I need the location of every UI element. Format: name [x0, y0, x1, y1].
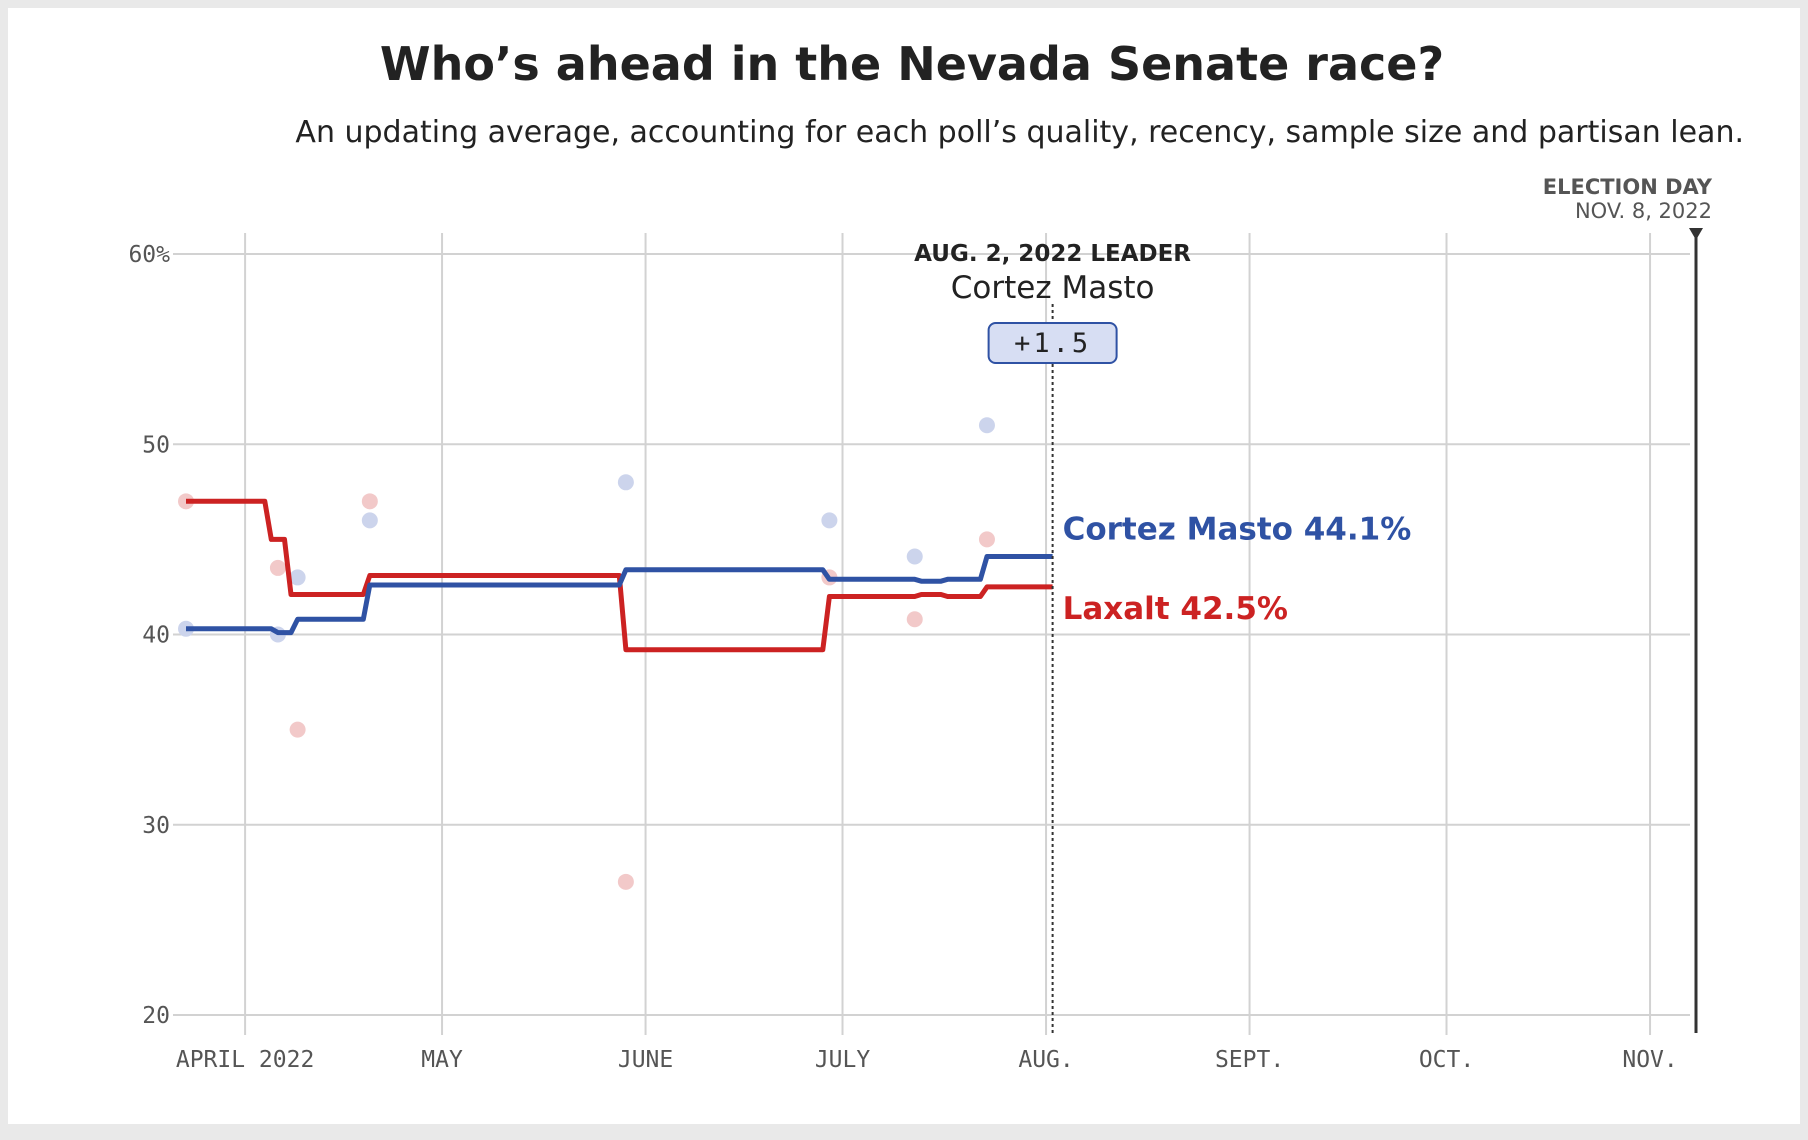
leader-margin-badge [987, 322, 1118, 364]
poll-dot [289, 721, 306, 738]
x-tick-label: SEPT. [1215, 1047, 1284, 1073]
x-tick-label: APRIL 2022 [176, 1047, 314, 1073]
poll-dots [178, 417, 995, 890]
grid [173, 233, 1690, 1035]
poll-dot [978, 417, 995, 434]
poll-dot [821, 512, 838, 529]
leader-name: Cortez Masto [951, 270, 1155, 306]
chart-card: 60% 50 40 30 20 APRIL 2022 MAY JUNE JULY AUG. SEPT… [8, 8, 1800, 1124]
annotations: Cortez Masto 44.1% Laxalt 42.5% AUG. 2, 20… [914, 175, 1713, 1035]
x-tick-label: JULY [815, 1047, 871, 1073]
laxalt-line [186, 498, 1053, 653]
cortez-masto-end-label: Cortez Masto 44.1% [1063, 511, 1412, 547]
poll-dot [906, 611, 923, 628]
x-tick-label: AUG. [1018, 1047, 1073, 1073]
y-tick-label: 30 [142, 813, 170, 839]
poll-dot [269, 559, 286, 576]
leader-heading: AUG. 2, 2022 LEADER [914, 241, 1191, 267]
leader-margin-value: +1.5 [1014, 328, 1091, 359]
chart-subtitle: An updating average, accounting for each… [295, 115, 1744, 150]
x-tick-label: MAY [421, 1047, 463, 1073]
election-day-date: NOV. 8, 2022 [1575, 199, 1712, 223]
poll-dot [617, 474, 634, 491]
y-tick-label: 50 [142, 432, 170, 458]
poll-dot [906, 548, 923, 565]
x-tick-label: OCT. [1419, 1047, 1474, 1073]
poll-dot [289, 569, 306, 586]
poll-dot [361, 512, 378, 529]
y-tick-label: 20 [142, 1003, 170, 1029]
x-tick-label: JUNE [618, 1047, 673, 1073]
poll-dot [361, 493, 378, 510]
cortez-masto-line [186, 554, 1053, 636]
y-tick-label: 60% [128, 242, 170, 268]
chart-title: Who’s ahead in the Nevada Senate race? [380, 37, 1444, 91]
poll-dot [617, 873, 634, 890]
x-tick-label: NOV. [1622, 1047, 1677, 1073]
election-day-label: ELECTION DAY [1543, 175, 1713, 199]
laxalt-end-label: Laxalt 42.5% [1063, 591, 1288, 627]
y-tick-label: 40 [142, 623, 170, 649]
average-lines [186, 498, 1053, 653]
election-day-arrow-icon [1689, 228, 1703, 240]
poll-dot [978, 531, 995, 548]
